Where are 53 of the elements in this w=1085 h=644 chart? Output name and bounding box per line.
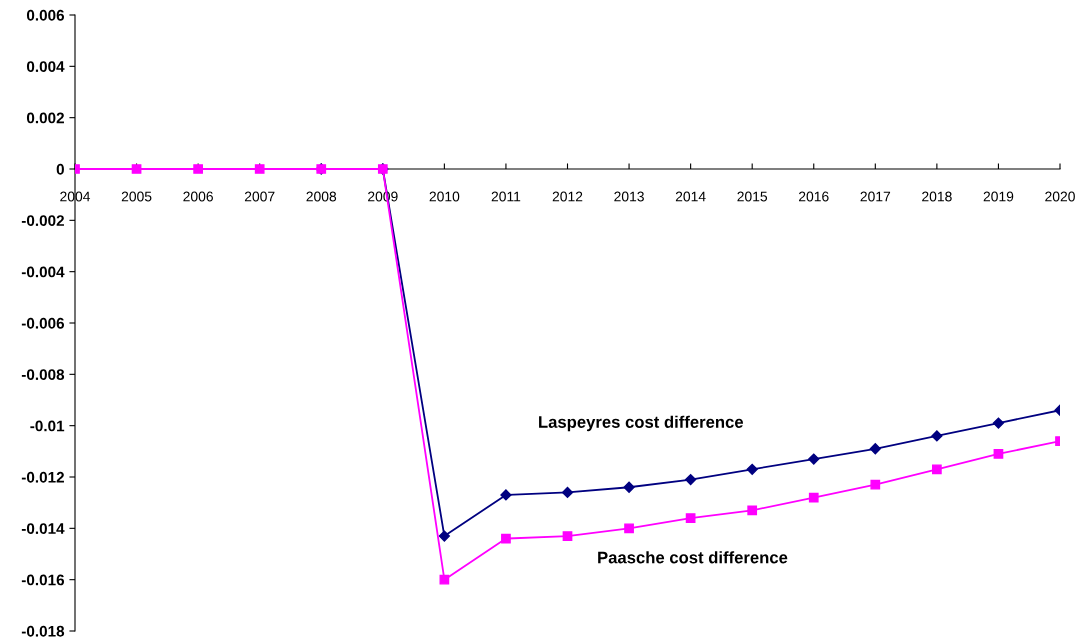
point — [685, 473, 697, 486]
point — [746, 463, 758, 475]
y-tick-label: 0 — [56, 163, 64, 175]
point — [808, 492, 819, 503]
x-tick-label: 2014 — [675, 191, 706, 202]
x-tick-label: 2013 — [614, 191, 644, 202]
x-tick-label: 2018 — [922, 191, 952, 202]
y-tick-label: -0.014 — [21, 523, 65, 535]
point — [561, 486, 574, 499]
y-tick-label: -0.016 — [21, 574, 65, 586]
point — [193, 164, 203, 174]
point — [501, 533, 511, 544]
point — [932, 464, 942, 475]
x-tick-label: 2019 — [983, 191, 1014, 202]
x-tick-label: 2007 — [244, 191, 275, 202]
x-tick-label: 2011 — [491, 191, 521, 202]
text: Laspeyres cost difference — [539, 415, 744, 432]
x-tick-label: 2005 — [121, 191, 152, 202]
point — [131, 164, 142, 174]
y-tick-label: 0.006 — [26, 9, 65, 21]
y-tick-label: -0.008 — [21, 369, 65, 381]
point — [562, 531, 573, 541]
y-tick-label: 0.004 — [26, 61, 65, 73]
point — [870, 479, 881, 490]
point — [747, 505, 758, 516]
x-tick-label: 2012 — [552, 191, 583, 202]
point — [254, 164, 265, 174]
y-tick-label: -0.002 — [21, 215, 64, 227]
x-tick-label: 2020 — [1045, 191, 1075, 202]
y-tick-label: -0.012 — [21, 471, 64, 483]
series-label: Paasche cost difference — [598, 551, 788, 564]
x-tick-label: 2008 — [306, 191, 337, 202]
y-tick-label: -0.01 — [30, 420, 65, 432]
point — [931, 430, 943, 442]
x-tick-label: 2016 — [799, 191, 829, 202]
point — [623, 481, 635, 493]
point — [993, 449, 1004, 459]
point — [869, 443, 881, 455]
y-tick-label: -0.006 — [21, 317, 65, 329]
point — [685, 513, 696, 523]
point — [438, 530, 450, 542]
point — [992, 417, 1005, 429]
y-tick-label: 0.002 — [26, 112, 64, 124]
x-tick-label: 2017 — [860, 191, 891, 202]
point — [500, 489, 512, 501]
point — [439, 574, 450, 585]
x-tick-label: 2015 — [737, 191, 768, 202]
y-tick-label: -0.018 — [21, 625, 65, 637]
point — [808, 453, 820, 465]
y-tick-label: -0.004 — [21, 266, 65, 278]
x-tick-label: 2010 — [429, 191, 460, 202]
point — [624, 523, 634, 534]
x-tick-label: 2006 — [183, 191, 213, 202]
